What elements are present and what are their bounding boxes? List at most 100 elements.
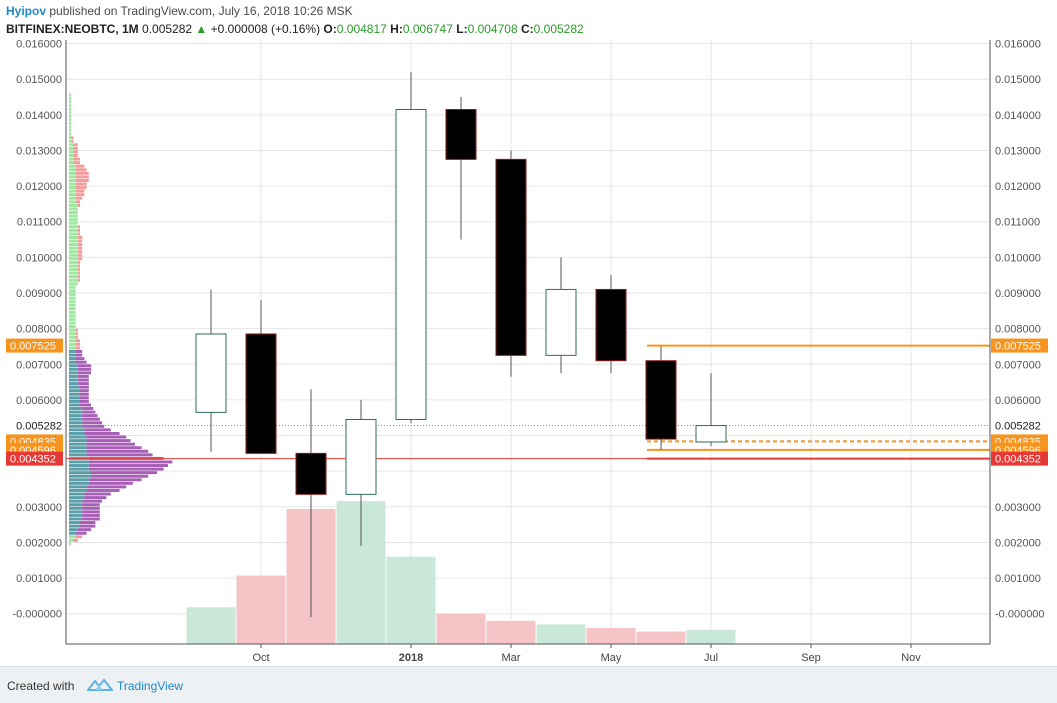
profile-bar-down	[73, 154, 78, 157]
profile-bar-up	[69, 107, 72, 111]
profile-bar-down	[88, 460, 173, 464]
symbol-label: BITFINEX:NEOBTC, 1M	[6, 22, 139, 36]
profile-bar-down	[77, 250, 83, 254]
y-tick-label-left: 0.007000	[16, 359, 62, 371]
volume-bar	[586, 627, 636, 644]
volume-bar	[686, 629, 736, 644]
profile-bar-up	[69, 275, 78, 279]
y-tick-label-right: 0.009000	[995, 288, 1041, 300]
profile-bar-up	[69, 268, 78, 272]
profile-bar-down	[77, 260, 80, 264]
profile-bar-down	[73, 143, 78, 147]
profile-bar-up	[69, 132, 72, 136]
profile-bar-down	[86, 435, 127, 439]
profile-bar-down	[82, 517, 100, 521]
profile-bar-up	[69, 421, 83, 425]
profile-bar-up	[69, 335, 76, 339]
profile-bar-up	[69, 364, 78, 368]
open-value: 0.004817	[336, 22, 387, 36]
x-tick-label: Jul	[704, 652, 718, 664]
profile-bar-down	[77, 243, 83, 247]
profile-bar-down	[82, 417, 100, 421]
profile-bar-down	[77, 367, 91, 371]
profile-bar-up	[69, 246, 78, 250]
profile-bar-up	[69, 506, 83, 510]
profile-bar-up	[69, 346, 76, 350]
profile-bar-down	[77, 268, 80, 272]
y-tick-label-right: 0.011000	[995, 217, 1040, 229]
profile-bar-up	[69, 296, 76, 300]
profile-bar-down	[75, 164, 85, 168]
profile-bar-up	[69, 203, 78, 207]
profile-bar-up	[69, 403, 80, 407]
profile-bar-up	[69, 211, 78, 215]
profile-bar-up	[69, 328, 76, 332]
profile-bar-up	[69, 442, 87, 446]
profile-bar-up	[69, 214, 78, 218]
profile-bar-up	[69, 350, 76, 353]
profile-bar-up	[69, 481, 89, 485]
candle-body	[295, 452, 327, 495]
profile-bar-up	[69, 257, 78, 261]
level-label-left-bg	[6, 451, 63, 466]
y-tick-label-left: 0.012000	[16, 181, 62, 193]
candle-body	[595, 288, 627, 362]
profile-bar-down	[75, 350, 83, 353]
tradingview-logo-icon[interactable]	[85, 677, 115, 698]
profile-bar-up	[69, 303, 76, 307]
profile-bar-up	[69, 100, 72, 104]
candle-body	[195, 333, 227, 413]
profile-bar-up	[69, 186, 76, 190]
profile-bar-down	[77, 374, 89, 378]
author-link[interactable]: Hyipov	[6, 4, 47, 18]
profile-bar-down	[77, 278, 80, 282]
profile-bar-down	[75, 335, 78, 339]
profile-bar-up	[69, 431, 85, 435]
y-tick-label-left: 0.003000	[16, 502, 62, 514]
profile-bar-down	[82, 510, 100, 514]
profile-bar-down	[71, 139, 74, 143]
level-label-right: 0.007525	[995, 341, 1041, 353]
profile-bar-down	[75, 332, 78, 336]
profile-bar-up	[69, 171, 76, 175]
profile-bar-up	[69, 439, 87, 443]
profile-bar-up	[69, 499, 83, 503]
volume-bars	[186, 501, 736, 644]
volume-bar	[186, 607, 236, 644]
profile-bar-up	[69, 250, 78, 254]
volume-bar	[536, 624, 586, 644]
y-tick-label-right: -0.000000	[995, 609, 1045, 621]
y-tick-label-right: 0.016000	[995, 40, 1041, 51]
y-tick-label-right: 0.003000	[995, 502, 1041, 514]
profile-bar-up	[69, 396, 80, 400]
profile-bar-down	[75, 168, 87, 172]
profile-bar-up	[69, 271, 78, 275]
y-tick-label-right: 0.014000	[995, 110, 1041, 122]
close-value: 0.005282	[533, 22, 584, 36]
profile-bar-up	[69, 139, 72, 143]
created-with-text: Created with	[7, 679, 75, 693]
profile-bar-down	[80, 521, 96, 525]
y-tick-label-right: 0.015000	[995, 74, 1041, 86]
y-tick-label-right: 0.010000	[995, 252, 1041, 264]
profile-bar-down	[77, 246, 83, 250]
profile-bar-up	[69, 521, 80, 525]
profile-bar-down	[91, 471, 157, 475]
profile-bar-up	[69, 424, 83, 428]
x-tick-label: 2018	[399, 652, 423, 664]
profile-bar-up	[69, 360, 76, 364]
profile-bar-up	[69, 129, 72, 133]
profile-bar-up	[69, 410, 83, 414]
open-label: O:	[323, 22, 337, 36]
tradingview-brand-link[interactable]: TradingView	[117, 679, 184, 693]
profile-bar-down	[82, 410, 96, 414]
profile-bar-up	[69, 446, 87, 450]
profile-bar-up	[69, 471, 91, 475]
publish-info: Hyipov published on TradingView.com, Jul…	[6, 4, 353, 18]
close-label: C:	[520, 22, 534, 36]
profile-bar-down	[88, 464, 168, 468]
y-tick-label-right: 0.013000	[995, 145, 1041, 157]
price-chart[interactable]: -0.000000 -0.000000 0.001000 0.001000 0.0020…	[0, 40, 1057, 666]
profile-bar-down	[82, 414, 98, 418]
level-label-right-bg	[991, 338, 1048, 353]
